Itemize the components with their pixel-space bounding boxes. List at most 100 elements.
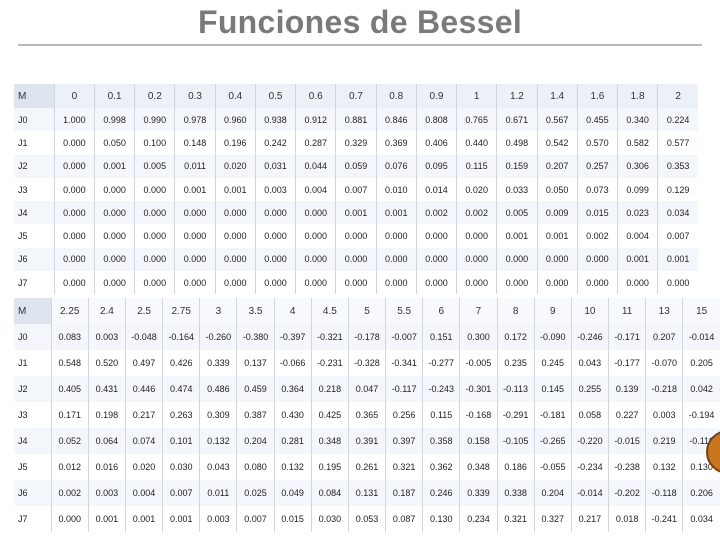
table-cell: 0.000 bbox=[215, 224, 256, 248]
table-cell: 0.001 bbox=[657, 247, 698, 272]
table-cell: 0.000 bbox=[335, 247, 377, 272]
table-cell: 0.011 bbox=[199, 480, 238, 506]
table-cell: 0.339 bbox=[199, 350, 238, 376]
table-cell: 0.004 bbox=[617, 224, 659, 248]
argument-header: 2.4 bbox=[88, 298, 126, 324]
table-cell: 0.000 bbox=[51, 506, 89, 532]
table-cell: 0.095 bbox=[416, 154, 458, 178]
table-cell: 0.000 bbox=[94, 201, 136, 225]
table-cell: 0.000 bbox=[295, 247, 337, 272]
table-cell: 0.033 bbox=[496, 177, 538, 202]
table-cell: 0.100 bbox=[134, 131, 176, 155]
argument-header: 6 bbox=[422, 298, 461, 324]
table-cell: 0.387 bbox=[236, 402, 275, 428]
table-cell: 0.309 bbox=[199, 402, 238, 428]
table-cell: 0.582 bbox=[617, 131, 659, 155]
table-cell: 0.001 bbox=[174, 177, 216, 202]
table-cell: 0.364 bbox=[274, 376, 312, 402]
table-cell: 0.000 bbox=[456, 271, 498, 295]
table-cell: 0.159 bbox=[496, 154, 538, 178]
table-cell: 0.990 bbox=[134, 108, 176, 132]
table-cell: 0.206 bbox=[682, 480, 720, 506]
table-cell: 0.042 bbox=[682, 376, 720, 402]
table-cell: 0.000 bbox=[255, 201, 297, 225]
table-cell: 0.577 bbox=[666, 137, 690, 148]
argument-header: 3 bbox=[199, 298, 238, 324]
table-cell: 0.000 bbox=[94, 224, 136, 248]
table-row: J2 0.405 0.431 0.446 0.474 0.486 0.459 0.364 0.2… bbox=[14, 376, 720, 402]
table-cell: 0.031 bbox=[255, 154, 297, 178]
table-cell: 0.219 bbox=[645, 428, 684, 454]
table-cell: 0.000 bbox=[416, 271, 458, 295]
table-cell: 0.000 bbox=[54, 154, 95, 178]
table-cell: -0.202 bbox=[608, 480, 647, 506]
table-cell: -0.055 bbox=[534, 454, 572, 480]
table-cell: 0.000 bbox=[496, 271, 538, 295]
table-cell: 0.132 bbox=[645, 454, 684, 480]
table-cell: 0.001 bbox=[376, 201, 417, 225]
table-cell: 0.000 bbox=[54, 177, 95, 202]
table-cell: 0.064 bbox=[88, 428, 126, 454]
argument-header: 13 bbox=[645, 298, 684, 324]
argument-header: 1.4 bbox=[537, 84, 578, 108]
table-cell: 0.446 bbox=[125, 376, 164, 402]
table-cell: 0.287 bbox=[295, 131, 337, 155]
page-title: Funciones de Bessel bbox=[197, 4, 523, 40]
table-cell: 0.052 bbox=[51, 428, 89, 454]
table-cell: 0.145 bbox=[534, 376, 572, 402]
bessel-order-label: J0 bbox=[14, 324, 52, 350]
table-cell: 0.015 bbox=[274, 506, 312, 532]
table-cell: 0.455 bbox=[577, 108, 619, 132]
table-cell: 0.217 bbox=[125, 402, 164, 428]
table-cell: 0.263 bbox=[162, 402, 201, 428]
table-cell: 0.520 bbox=[88, 350, 126, 376]
argument-header: 0.3 bbox=[174, 84, 216, 108]
table-cell: 0.257 bbox=[577, 154, 619, 178]
table-cell: 0.938 bbox=[255, 108, 297, 132]
argument-header: 0.8 bbox=[376, 84, 417, 108]
argument-header: 10 bbox=[571, 298, 610, 324]
table-cell: -0.164 bbox=[162, 324, 201, 350]
table-cell: 0.245 bbox=[534, 350, 572, 376]
bessel-order-label: J2 bbox=[14, 376, 52, 402]
table-cell: -0.243 bbox=[422, 376, 461, 402]
table-cell: -0.178 bbox=[348, 324, 387, 350]
bessel-order-label: J3 bbox=[14, 177, 55, 202]
table-cell: 0.023 bbox=[617, 201, 659, 225]
argument-header: 11 bbox=[608, 298, 647, 324]
table-cell: 0.172 bbox=[497, 324, 535, 350]
table-cell: 0.148 bbox=[174, 131, 216, 155]
table-cell: 0.391 bbox=[348, 428, 387, 454]
table-cell: -0.265 bbox=[534, 428, 572, 454]
table-cell: -0.171 bbox=[608, 324, 647, 350]
table-cell: 0.034 bbox=[690, 514, 713, 524]
argument-header: 1.6 bbox=[577, 84, 619, 108]
argument-header: 2.75 bbox=[162, 298, 201, 324]
bessel-order-label: J4 bbox=[14, 201, 55, 225]
table-cell: 0.207 bbox=[645, 324, 684, 350]
table-cell: 0.158 bbox=[459, 428, 498, 454]
table-cell: 0.000 bbox=[376, 247, 417, 272]
table-cell: 0.007 bbox=[162, 480, 201, 506]
table-cell: 0.002 bbox=[456, 201, 498, 225]
table-cell: 0.003 bbox=[645, 402, 684, 428]
table-cell: 0.187 bbox=[385, 480, 424, 506]
table-row: J3 0.171 0.198 0.217 0.263 0.309 0.387 0.430 0.4… bbox=[14, 402, 720, 428]
table-cell: -0.177 bbox=[608, 350, 647, 376]
table-cell: 0.196 bbox=[215, 131, 256, 155]
table-cell: 0.978 bbox=[174, 108, 216, 132]
table-cell: 0.043 bbox=[571, 350, 610, 376]
table-cell: 0.101 bbox=[162, 428, 201, 454]
table-cell: 0.002 bbox=[51, 480, 89, 506]
table-cell: 0.000 bbox=[94, 177, 136, 202]
table-cell: 0.321 bbox=[497, 506, 535, 532]
table-row: J5 0.012 0.016 0.020 0.030 0.043 0.080 0.132 0.1… bbox=[14, 454, 720, 480]
bessel-order-label: J5 bbox=[14, 224, 55, 248]
argument-header: 3.5 bbox=[236, 298, 275, 324]
argument-header: 4 bbox=[274, 298, 312, 324]
table-cell: 0.000 bbox=[174, 271, 216, 295]
table-cell: 0.567 bbox=[537, 108, 578, 132]
table-cell: 0.000 bbox=[134, 201, 176, 225]
table-cell: 0.227 bbox=[608, 402, 647, 428]
table-cell: 0.846 bbox=[376, 108, 417, 132]
